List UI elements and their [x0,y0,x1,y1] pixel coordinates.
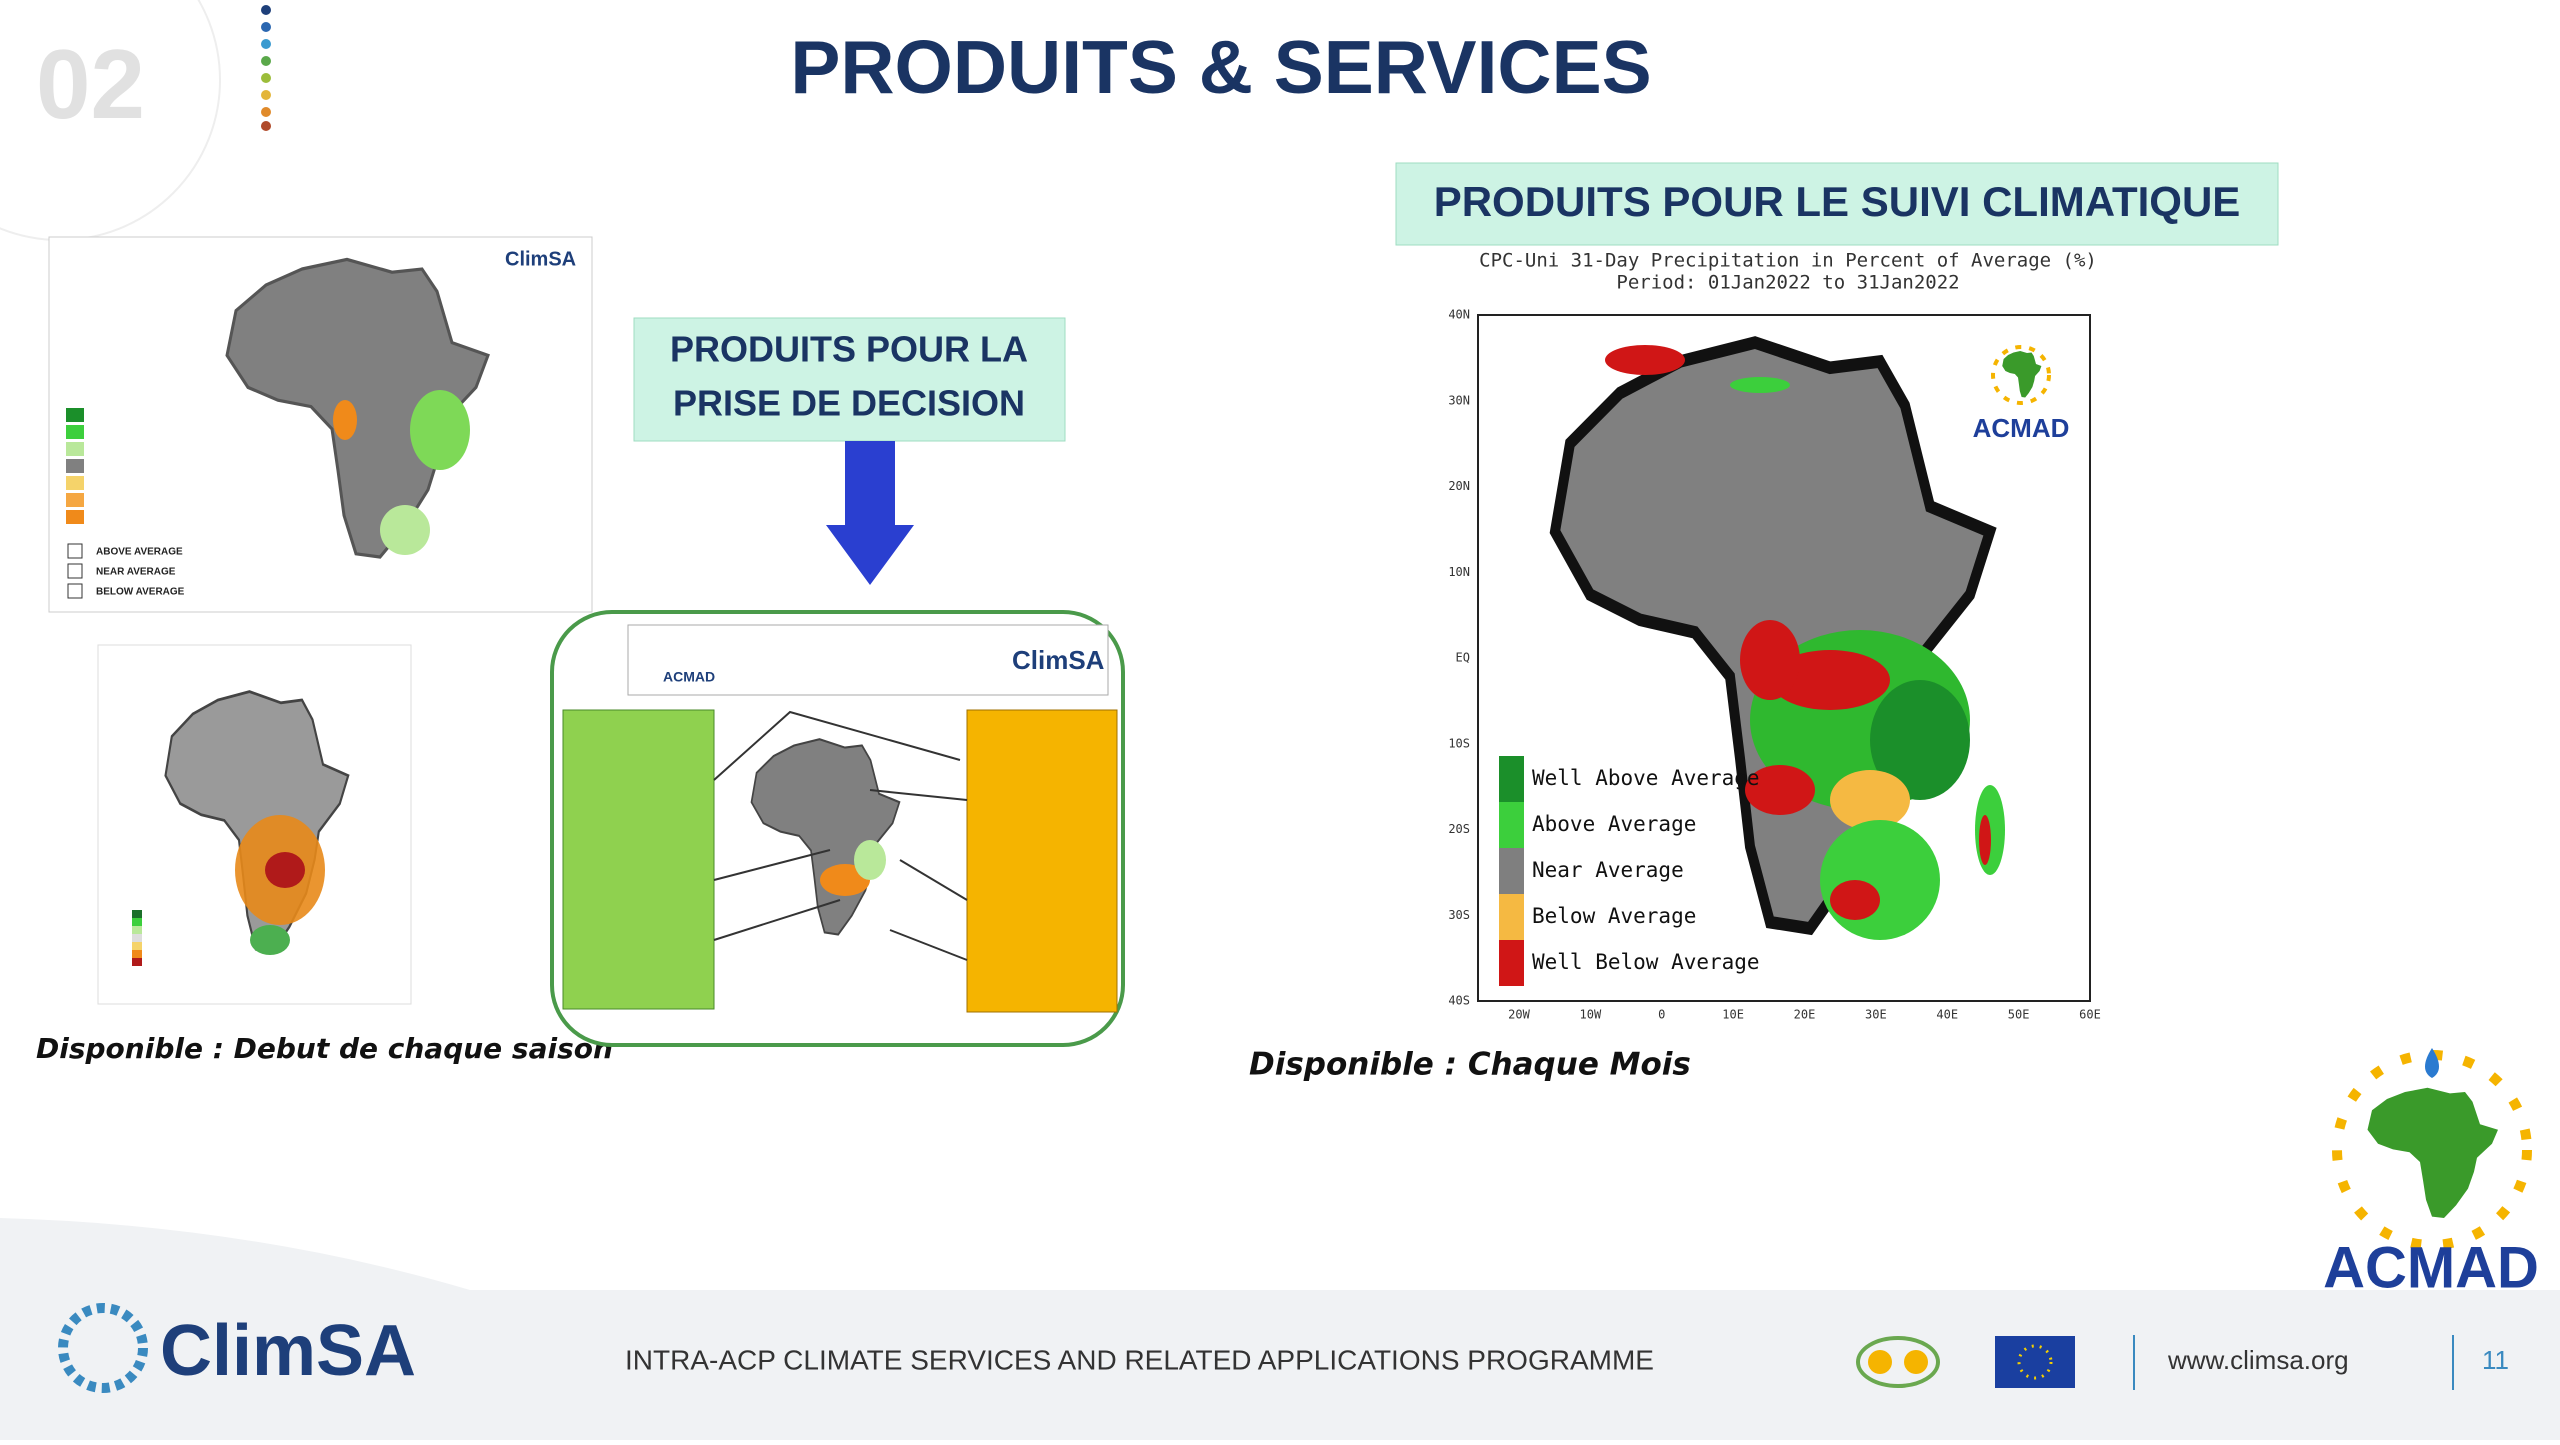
caption: Disponible : Debut de chaque saison [36,1032,613,1065]
legend-swatch [1499,802,1524,848]
logo-drop [2425,1048,2439,1078]
legend-label: Well Below Average [1532,950,1760,974]
lon-label: 60E [2079,1008,2101,1022]
section-heading [633,317,1066,442]
lat-label: 40S [1448,994,1470,1008]
lon-label: 40E [1936,1008,1958,1022]
legend-swatch [1499,756,1524,802]
caption: Disponible : Chaque Mois [1249,1047,1691,1083]
map-logo: ACMAD [1973,413,2070,443]
lon-label: 20W [1508,1008,1530,1022]
logo-africa [2367,1087,2498,1218]
map-zone [250,925,290,955]
lat-label: 20S [1448,822,1470,836]
legend-label: NEAR AVERAGE [96,567,176,578]
map-zone [333,400,357,440]
lon-label: 20E [1794,1008,1816,1022]
map-zone [265,852,305,888]
lat-label: 40N [1448,308,1470,322]
lat-label: 10S [1448,736,1470,750]
footer-globe [58,1303,148,1393]
footer-logo: ClimSA [160,1311,416,1391]
lon-label: 0 [1658,1008,1665,1022]
legend-label: Below Average [1532,904,1696,928]
map-title: Period: 01Jan2022 to 31Jan2022 [1616,272,1959,294]
title: PRODUITS & SERVICES [790,25,1651,109]
map-zone [854,840,886,880]
map-logo: ClimSA [505,248,576,270]
map-zone [410,390,470,470]
page-number: 11 [2482,1345,2509,1375]
slide-number: 02 [36,29,145,139]
legend-label: ABOVE AVERAGE [96,547,183,558]
connectors [713,710,968,961]
logo-sun [1991,345,2051,405]
eu-stars [2017,1344,2053,1380]
oacps-logo [1856,1336,1940,1388]
spi-legend [132,910,142,966]
arrow [826,441,914,585]
brief-logo: ClimSA [1012,645,1105,675]
lon-label: 50E [2008,1008,2030,1022]
legend-label: Near Average [1532,858,1684,882]
map-zones [1605,345,2005,940]
logo-text: ACMAD [2323,1235,2539,1300]
lat-label: 30S [1448,908,1470,922]
map-zone [380,505,430,555]
website: www.climsa.org [2167,1345,2349,1375]
programme: INTRA-ACP CLIMATE SERVICES AND RELATED A… [625,1344,1654,1375]
text-block [562,709,715,1010]
heading-line: PRISE DE DECISION [673,383,1025,424]
legend-swatch [1499,940,1524,986]
legend-label: Above Average [1532,812,1696,836]
lat-label: EQ [1456,651,1470,665]
map-title: CPC-Uni 31-Day Precipitation in Percent … [1479,250,2097,272]
lat-label: 30N [1448,393,1470,407]
legend-label: Well Above Average [1532,766,1760,790]
heading-line: PRODUITS POUR LA [670,329,1028,370]
text-block [966,709,1118,1013]
brief-logo: ACMAD [663,669,715,685]
eu-flag [1995,1336,2075,1388]
dots [261,5,271,131]
logo-sun [2332,1050,2532,1250]
heading: PRODUITS POUR LE SUIVI CLIMATIQUE [1434,178,2241,225]
section-heading [1395,162,2279,246]
lat-label: 20N [1448,479,1470,493]
seasonal-legend [66,408,84,599]
footer-band [0,1218,2560,1440]
lon-label: 30E [1865,1008,1887,1022]
brief-header [627,624,1109,696]
legend-label: BELOW AVERAGE [96,587,185,598]
lon-label: 10E [1722,1008,1744,1022]
legend-swatch [1499,848,1524,894]
legend-swatch [1499,894,1524,940]
lat-label: 10N [1448,565,1470,579]
lon-label: 10W [1580,1008,1602,1022]
